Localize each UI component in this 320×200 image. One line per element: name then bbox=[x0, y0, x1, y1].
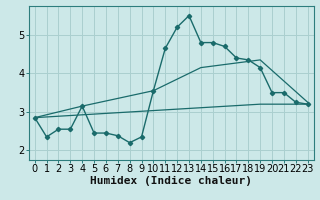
X-axis label: Humidex (Indice chaleur): Humidex (Indice chaleur) bbox=[90, 176, 252, 186]
